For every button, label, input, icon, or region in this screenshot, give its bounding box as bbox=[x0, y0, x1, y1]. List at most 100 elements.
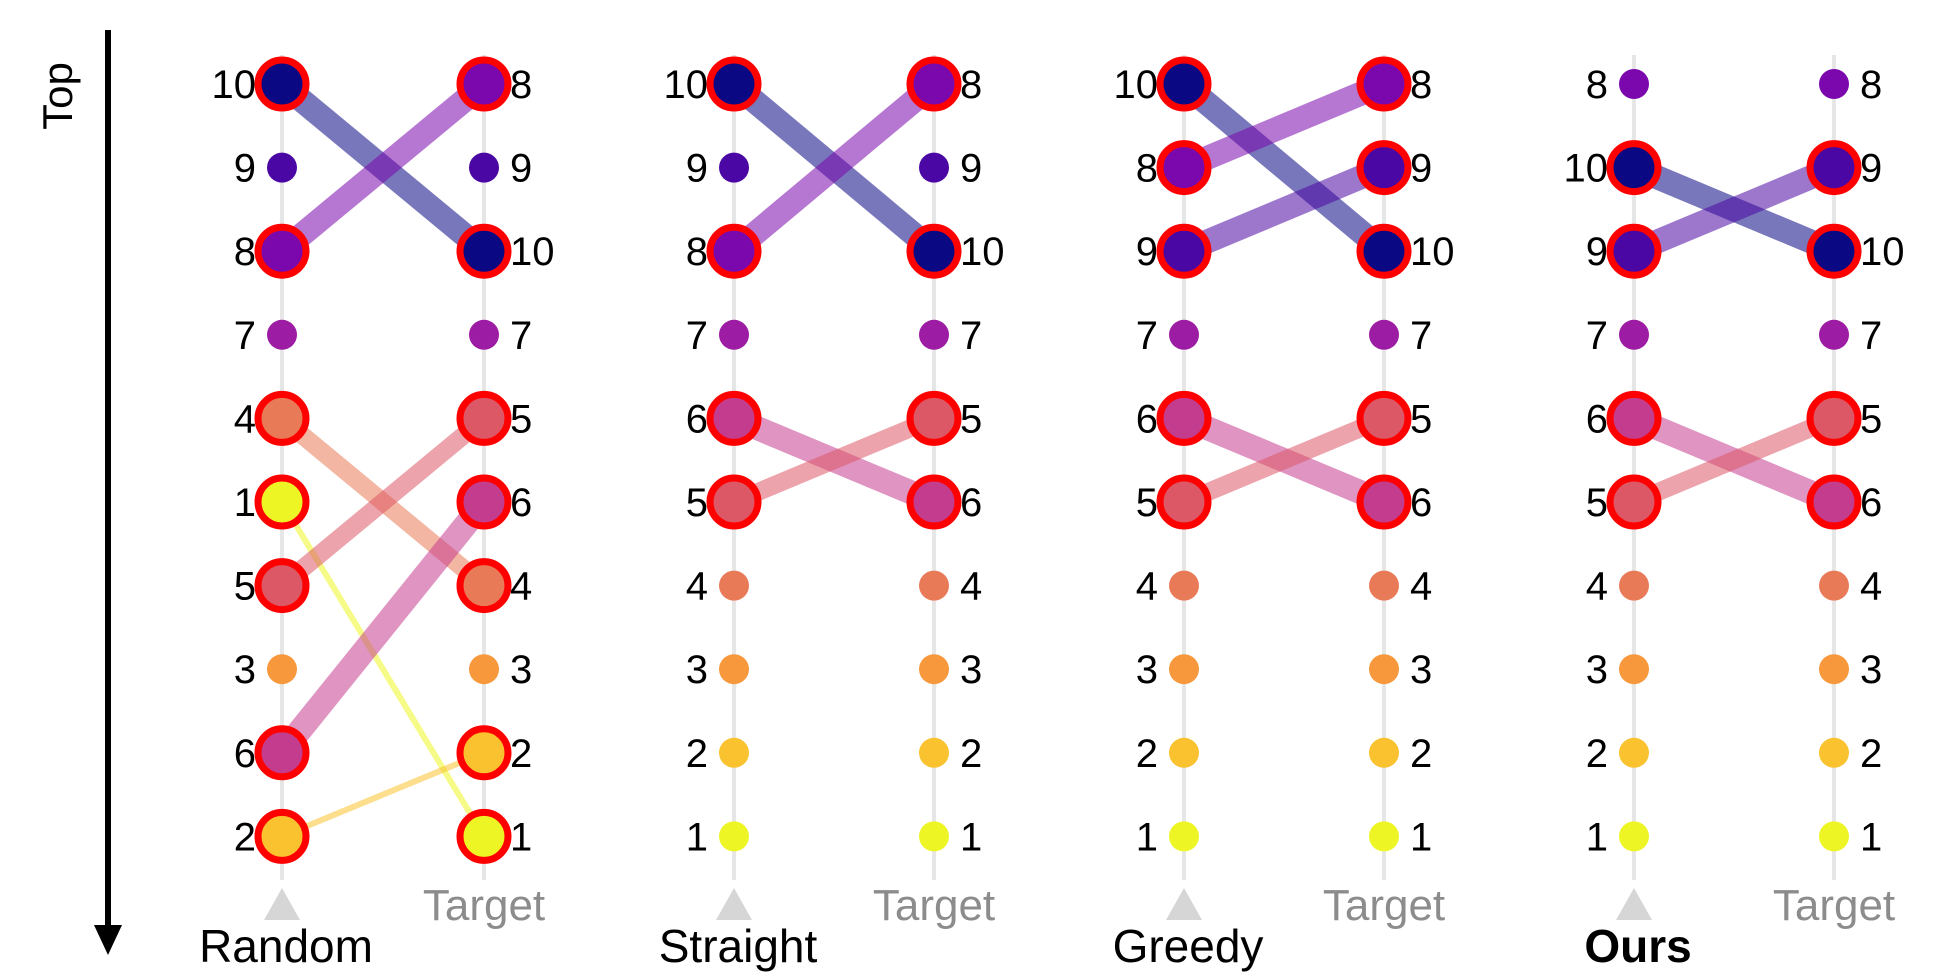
right-label-2: 2 bbox=[510, 732, 532, 776]
right-label-4: 4 bbox=[1410, 565, 1432, 609]
target-label: Target bbox=[1773, 881, 1895, 930]
left-label-1: 1 bbox=[234, 481, 256, 525]
marker-triangle bbox=[1616, 888, 1652, 920]
right-label-2: 2 bbox=[1410, 732, 1432, 776]
link-5 bbox=[1180, 410, 1388, 511]
left-label-5: 5 bbox=[1586, 481, 1608, 525]
left-node-10 bbox=[706, 56, 762, 112]
method-label-greedy: Greedy bbox=[1113, 920, 1264, 972]
link-9 bbox=[1629, 156, 1839, 263]
left-label-4: 4 bbox=[1586, 565, 1608, 609]
left-node-10 bbox=[1156, 56, 1212, 112]
panel-greedy: 10 8 9 7 6 5 4 3 2 1 8 9 10 7 5 6 4 3 2 1 Target Greedy bbox=[1113, 55, 1455, 972]
left-node-4 bbox=[1169, 570, 1199, 601]
right-label-4: 4 bbox=[960, 565, 982, 609]
left-label-1: 1 bbox=[1586, 815, 1608, 859]
right-label-7: 7 bbox=[1860, 314, 1882, 358]
right-node-6 bbox=[456, 474, 512, 530]
right-label-5: 5 bbox=[1410, 397, 1432, 441]
right-label-6: 6 bbox=[1860, 481, 1882, 525]
right-node-5 bbox=[1356, 390, 1412, 446]
marker-triangle bbox=[1166, 888, 1202, 920]
left-label-5: 5 bbox=[1136, 481, 1158, 525]
left-node-5 bbox=[706, 474, 762, 530]
right-label-9: 9 bbox=[1410, 147, 1432, 191]
right-label-5: 5 bbox=[1860, 397, 1882, 441]
right-node-3 bbox=[1369, 654, 1399, 685]
right-label-6: 6 bbox=[510, 481, 532, 525]
right-label-3: 3 bbox=[1860, 648, 1882, 692]
left-node-6 bbox=[1156, 390, 1212, 446]
right-node-4 bbox=[1369, 570, 1399, 601]
right-label-2: 2 bbox=[960, 732, 982, 776]
left-node-2 bbox=[1169, 737, 1199, 768]
top-axis: Top bbox=[34, 30, 122, 955]
right-node-2 bbox=[456, 725, 512, 781]
left-label-9: 9 bbox=[1136, 230, 1158, 274]
left-node-2 bbox=[719, 737, 749, 768]
right-label-9: 9 bbox=[1860, 147, 1882, 191]
right-label-9: 9 bbox=[510, 147, 532, 191]
right-node-1 bbox=[919, 821, 949, 852]
right-node-8 bbox=[1356, 56, 1412, 112]
left-label-6: 6 bbox=[1586, 397, 1608, 441]
left-node-6 bbox=[254, 725, 310, 781]
right-label-10: 10 bbox=[1410, 230, 1455, 274]
right-node-2 bbox=[1819, 737, 1849, 768]
right-node-7 bbox=[919, 319, 949, 350]
left-node-3 bbox=[1169, 654, 1199, 685]
left-node-8 bbox=[1619, 69, 1649, 99]
panel-straight: 10 9 8 7 6 5 4 3 2 1 8 9 10 7 5 6 4 3 2 1 Target Straight bbox=[659, 55, 1005, 972]
left-label-10: 10 bbox=[1564, 147, 1609, 191]
left-node-1 bbox=[719, 821, 749, 852]
left-label-6: 6 bbox=[686, 397, 708, 441]
left-label-1: 1 bbox=[686, 815, 708, 859]
right-node-8 bbox=[456, 56, 512, 112]
right-node-6 bbox=[1356, 474, 1412, 530]
left-node-7 bbox=[1619, 319, 1649, 350]
left-node-9 bbox=[1606, 223, 1662, 279]
left-label-7: 7 bbox=[686, 314, 708, 358]
left-label-8: 8 bbox=[1586, 63, 1608, 107]
right-node-6 bbox=[906, 474, 962, 530]
left-label-2: 2 bbox=[686, 732, 708, 776]
right-node-1 bbox=[1369, 821, 1399, 852]
left-label-8: 8 bbox=[686, 230, 708, 274]
left-node-3 bbox=[267, 654, 297, 685]
left-node-7 bbox=[1169, 319, 1199, 350]
left-label-7: 7 bbox=[1136, 314, 1158, 358]
right-label-3: 3 bbox=[960, 648, 982, 692]
right-label-1: 1 bbox=[510, 815, 532, 859]
left-label-5: 5 bbox=[686, 481, 708, 525]
right-node-8 bbox=[1819, 69, 1849, 99]
right-node-5 bbox=[1806, 390, 1862, 446]
right-node-7 bbox=[469, 319, 499, 350]
right-label-10: 10 bbox=[960, 230, 1005, 274]
right-label-6: 6 bbox=[960, 481, 982, 525]
left-node-3 bbox=[1619, 654, 1649, 685]
right-label-5: 5 bbox=[510, 397, 532, 441]
right-node-9 bbox=[469, 152, 499, 183]
left-label-1: 1 bbox=[1136, 815, 1158, 859]
right-label-4: 4 bbox=[1860, 565, 1882, 609]
left-node-1 bbox=[254, 474, 310, 530]
panel-ours: 8 10 9 7 6 5 4 3 2 1 8 9 10 7 5 6 4 3 2 1 Target Ours bbox=[1564, 55, 1905, 972]
link-8 bbox=[274, 74, 492, 261]
right-label-5: 5 bbox=[960, 397, 982, 441]
right-label-1: 1 bbox=[1410, 815, 1432, 859]
left-label-3: 3 bbox=[1136, 648, 1158, 692]
link-6 bbox=[272, 494, 494, 761]
left-node-4 bbox=[719, 570, 749, 601]
link-10 bbox=[1176, 74, 1392, 261]
right-label-10: 10 bbox=[510, 230, 555, 274]
right-node-8 bbox=[906, 56, 962, 112]
right-label-8: 8 bbox=[1410, 63, 1432, 107]
method-label-random: Random bbox=[199, 920, 373, 972]
link-8 bbox=[1179, 72, 1389, 179]
left-label-7: 7 bbox=[1586, 314, 1608, 358]
link-2 bbox=[280, 750, 486, 840]
left-node-1 bbox=[1169, 821, 1199, 852]
left-node-4 bbox=[1619, 570, 1649, 601]
left-label-8: 8 bbox=[1136, 147, 1158, 191]
left-label-3: 3 bbox=[234, 648, 256, 692]
